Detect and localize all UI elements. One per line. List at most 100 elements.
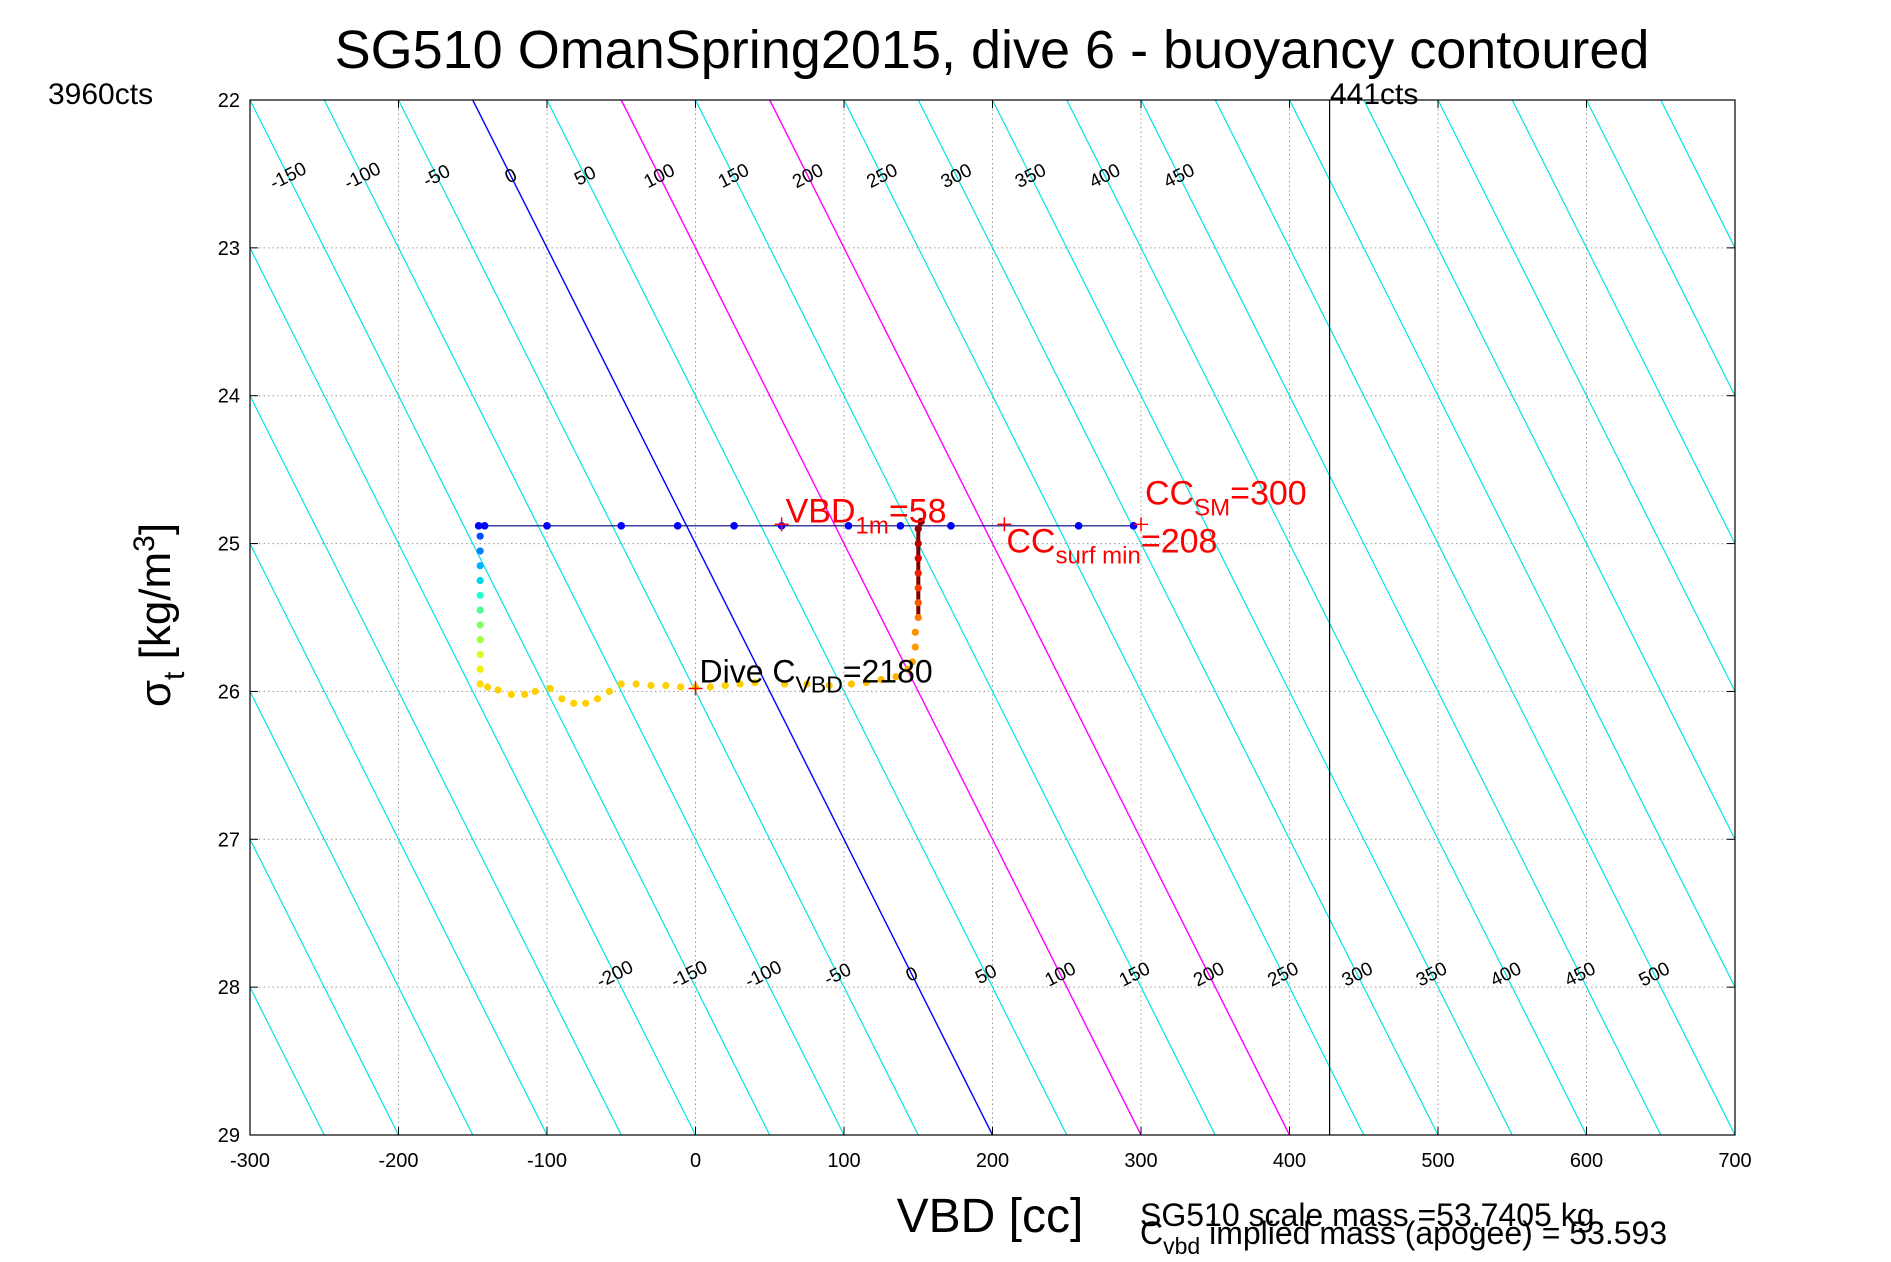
vbd-1m-label-base: VBD: [786, 492, 856, 530]
descent-point: [803, 680, 811, 688]
contour-label-bottom: 150: [1116, 958, 1154, 991]
x-tick-label: 400: [1273, 1150, 1306, 1172]
descent-point: [476, 547, 484, 555]
x-tick-label: -300: [230, 1150, 270, 1172]
descent-point: [546, 684, 554, 693]
ascent-point: [917, 517, 925, 525]
descent-point: [736, 680, 744, 688]
descent-point: [531, 687, 539, 696]
top-surface-point: [1129, 522, 1138, 530]
descent-point: [476, 621, 484, 629]
highlight-contour-line: [620, 100, 1142, 1135]
contour-label-bottom: 450: [1561, 958, 1599, 991]
corner-label-left: 3960cts: [48, 78, 153, 111]
x-tick-label: 100: [827, 1150, 860, 1172]
contour-label-bottom: 350: [1413, 958, 1451, 991]
contour-label-top: 350: [1012, 160, 1050, 193]
data-series: [474, 517, 1138, 707]
x-tick-label: -200: [378, 1150, 418, 1172]
y-axis-label: σt [kg/m3]: [128, 523, 191, 707]
contour-line: [323, 100, 845, 1135]
x-axis-label: VBD [cc]: [897, 1190, 1084, 1243]
contour-lines: [0, 100, 1891, 1135]
contour-label-bottom: 200: [1190, 958, 1228, 991]
top-surface-point: [730, 522, 738, 530]
implied-mass-text-sub: vbd: [1163, 1233, 1200, 1259]
contour-line: [250, 394, 622, 1135]
cc-sm-label: CCSM=300: [1145, 474, 1307, 521]
contour-label-top: 100: [641, 160, 679, 193]
descent-point: [570, 699, 578, 707]
contour-label-bottom: -50: [821, 959, 855, 990]
contour-line: [1884, 100, 1891, 1135]
descent-point: [662, 681, 670, 690]
descent-point: [632, 680, 640, 688]
contour-line: [991, 100, 1513, 1135]
descent-point: [911, 643, 919, 651]
top-surface-point: [896, 522, 905, 530]
descent-point: [476, 680, 484, 688]
descent-point: [593, 695, 602, 703]
ascent-point: [914, 569, 922, 577]
y-tick-label: 29: [218, 1125, 240, 1147]
contour-label-bottom: 400: [1487, 958, 1525, 991]
y-tick-label: 22: [218, 90, 240, 112]
contour-line: [1066, 100, 1588, 1135]
contour-line: [250, 1133, 251, 1135]
highlight-contour-line: [472, 100, 994, 1135]
cc-sm-label-base: CC: [1145, 474, 1194, 512]
contour-line: [250, 690, 474, 1135]
descent-point: [521, 690, 529, 698]
descent-point: [476, 606, 484, 614]
descent-point: [862, 678, 870, 687]
descent-point: [677, 683, 685, 691]
top-surface-point: [844, 522, 853, 530]
vbd-1m-label-sub: 1m: [856, 512, 889, 539]
top-surface-point: [617, 522, 626, 530]
contour-line: [694, 100, 1216, 1135]
top-surface-point: [480, 522, 489, 530]
descent-point: [476, 650, 484, 659]
corner-label-right: 441cts: [1330, 78, 1418, 111]
contour-line: [250, 542, 548, 1135]
contour-line: [843, 100, 1365, 1135]
axis-ticks: -300 -200 -100 0 100 200 300 400 500 600 700222324…: [218, 90, 1752, 1172]
contour-label-bottom: 500: [1636, 958, 1674, 991]
descent-point: [476, 562, 484, 570]
contour-label-bottom: 300: [1339, 958, 1377, 991]
y-tick-label: 23: [218, 238, 240, 260]
descent-point: [847, 680, 856, 688]
contour-labels: -150 -100 -50 0 50 100 150 200 250 300 350 400 450-2…: [267, 158, 1674, 992]
cc-surf-min-label-sub: surf min: [1055, 542, 1140, 569]
y-axis-label-part: σ: [131, 680, 180, 707]
implied-mass-text: Cvbd implied mass (apogee) = 53.593: [1140, 1215, 1667, 1259]
contour-label-bottom: 50: [972, 961, 1000, 989]
descent-point: [706, 683, 714, 691]
dive-cvbd-label-base: Dive C: [700, 653, 796, 689]
contour-label-bottom: 100: [1042, 958, 1080, 991]
contour-label-top: 250: [863, 160, 901, 193]
contour-line: [250, 246, 697, 1135]
y-tick-label: 27: [218, 829, 240, 851]
descent-point: [476, 532, 484, 540]
x-tick-label: -100: [527, 1150, 567, 1172]
dive-cvbd-label: Dive CVBD=2180: [700, 653, 933, 697]
x-tick-label: 600: [1570, 1150, 1603, 1172]
descent-point: [825, 681, 833, 690]
ascent-point: [914, 539, 922, 548]
contour-line: [917, 100, 1439, 1135]
contour-label-top: 200: [789, 160, 827, 193]
contour-label-top: 0: [502, 165, 521, 189]
cc-surf-min-label: CCsurf min=208: [1006, 522, 1217, 569]
descent-point: [484, 683, 492, 691]
contour-line: [1288, 100, 1735, 989]
x-tick-label: 500: [1421, 1150, 1454, 1172]
contour-line: [0, 100, 102, 1135]
descent-point: [751, 678, 759, 687]
contour-line: [1511, 100, 1735, 545]
contour-line: [1585, 100, 1735, 398]
contour-line: [397, 100, 919, 1135]
contour-line: [1363, 100, 1735, 841]
